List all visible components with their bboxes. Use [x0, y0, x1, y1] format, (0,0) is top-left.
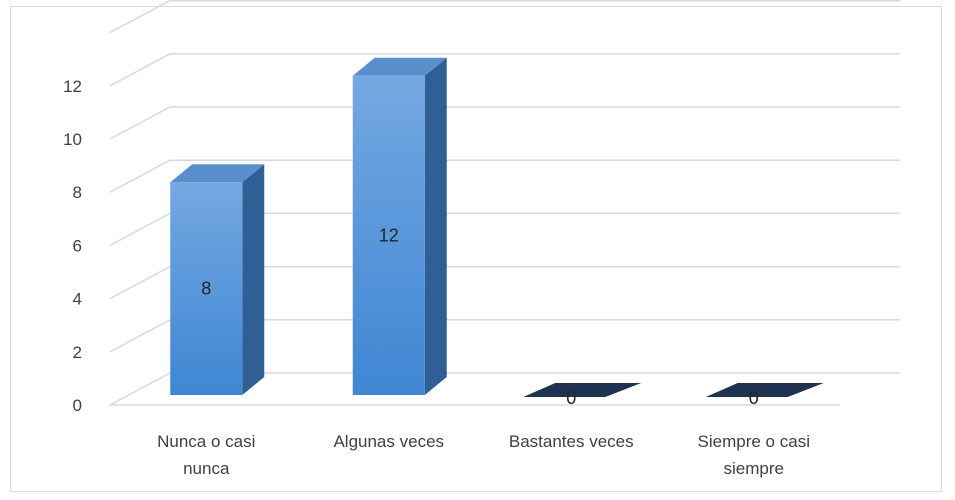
y-tick-label: 0 [73, 396, 82, 415]
grid-diagonal [109, 0, 171, 34]
x-category-label: Bastantes veces [509, 432, 634, 451]
bar-top [352, 57, 447, 76]
y-tick-label: 6 [73, 236, 82, 255]
y-tick-label: 10 [63, 130, 82, 149]
data-label: 12 [379, 225, 399, 245]
bar-flat [705, 383, 824, 397]
bar-side [424, 57, 447, 396]
grid-diagonal [109, 106, 171, 140]
bar-2: 0 [523, 383, 642, 408]
chart-frame [10, 6, 942, 492]
x-category-label: Algunas veces [333, 432, 444, 451]
bars: 8 12 0 0 [170, 57, 824, 408]
grid-diagonal [109, 265, 171, 300]
grid-diagonal [109, 53, 171, 87]
y-tick-label: 8 [73, 183, 82, 202]
x-category-label: Siempre o casi siempre [698, 432, 810, 478]
grid-diagonal [109, 319, 171, 353]
grid-diagonal [109, 159, 171, 193]
data-label: 0 [749, 388, 759, 408]
bar-flat [523, 383, 642, 397]
y-axis-ticks: 0 2 4 6 8 10 12 [63, 77, 82, 415]
bar-3: 0 [705, 383, 824, 408]
y-tick-label: 4 [73, 290, 82, 309]
x-category-label: Nunca o casi nunca [157, 432, 255, 478]
bar-top [170, 164, 265, 183]
bar-1: 12 [352, 57, 447, 396]
bar-front [352, 75, 425, 396]
x-axis-categories: Nunca o casi nunca Algunas veces Bastantes … [157, 432, 810, 478]
y-tick-label: 2 [73, 343, 82, 362]
bar-0: 8 [170, 164, 265, 395]
bar-side [242, 164, 265, 395]
y-tick-label: 12 [63, 77, 82, 96]
grid-layer [109, 0, 900, 406]
data-label: 8 [201, 279, 211, 299]
grid-diagonal [109, 212, 171, 247]
data-label: 0 [566, 388, 576, 408]
grid-diagonal [109, 372, 171, 406]
bar-front [170, 182, 243, 395]
